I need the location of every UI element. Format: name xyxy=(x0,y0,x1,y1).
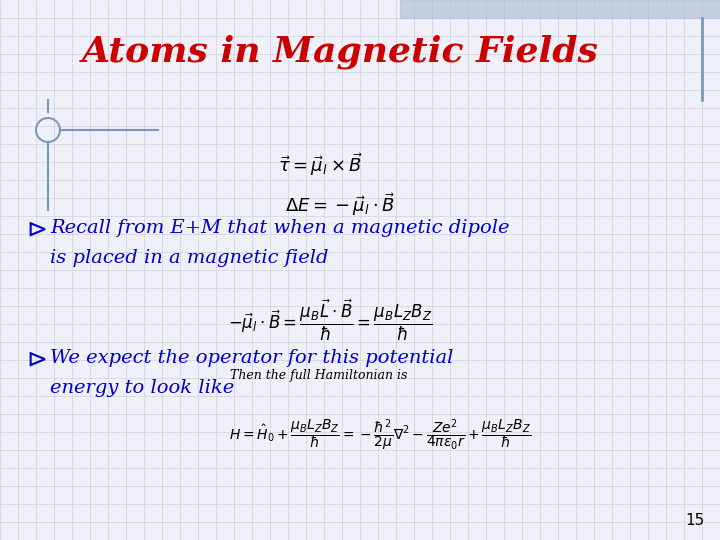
Text: Recall from E+M that when a magnetic dipole: Recall from E+M that when a magnetic dip… xyxy=(50,219,510,237)
Text: $\vartriangleright$: $\vartriangleright$ xyxy=(22,218,47,242)
Text: 15: 15 xyxy=(685,513,705,528)
Text: We expect the operator for this potential: We expect the operator for this potentia… xyxy=(50,349,454,367)
Text: $H = \hat{H}_0 + \dfrac{\mu_B L_Z B_Z}{\hbar} = -\dfrac{\hbar^2}{2\mu}\nabla^2 -: $H = \hat{H}_0 + \dfrac{\mu_B L_Z B_Z}{\… xyxy=(229,417,531,453)
Text: $\Delta E = -\vec{\mu}_l \cdot \vec{B}$: $\Delta E = -\vec{\mu}_l \cdot \vec{B}$ xyxy=(285,192,395,218)
Text: $\vartriangleright$: $\vartriangleright$ xyxy=(22,348,47,372)
Text: is placed in a magnetic field: is placed in a magnetic field xyxy=(50,249,328,267)
Text: Then the full Hamiltonian is: Then the full Hamiltonian is xyxy=(230,368,408,381)
Text: energy to look like: energy to look like xyxy=(50,379,234,397)
Text: $-\vec{\mu}_l \cdot \vec{B} = \dfrac{\mu_B\vec{L}\cdot\vec{B}}{\hbar} = \dfrac{\: $-\vec{\mu}_l \cdot \vec{B} = \dfrac{\mu… xyxy=(228,297,432,343)
Text: Atoms in Magnetic Fields: Atoms in Magnetic Fields xyxy=(81,35,598,69)
Text: $\vec{\tau} = \vec{\mu}_l \times \vec{B}$: $\vec{\tau} = \vec{\mu}_l \times \vec{B}… xyxy=(278,152,362,178)
